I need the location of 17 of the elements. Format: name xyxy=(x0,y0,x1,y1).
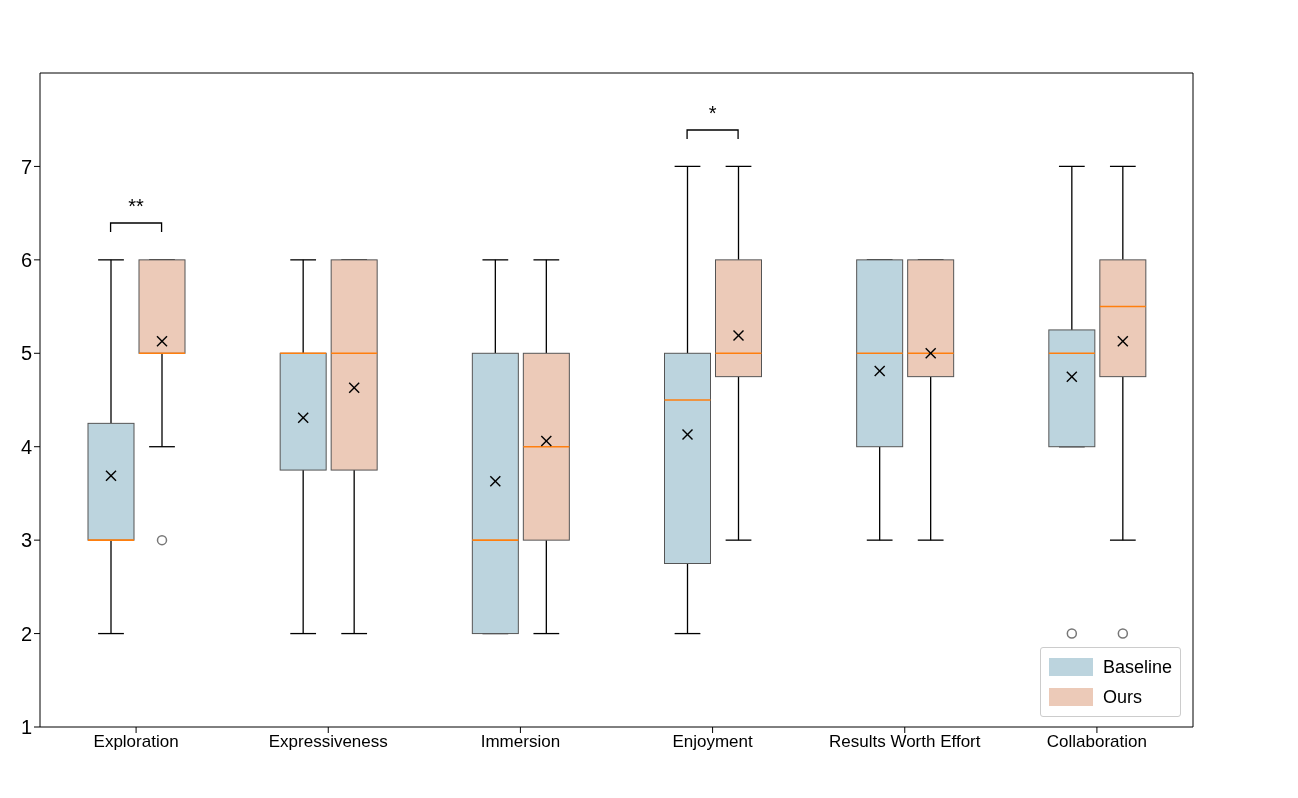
y-tick-label: 1 xyxy=(20,716,32,739)
x-tick-label: Expressiveness xyxy=(268,732,388,752)
x-tick-label: Results Worth Effort xyxy=(829,732,981,752)
x-tick-label: Exploration xyxy=(93,732,179,752)
y-tick-label: 7 xyxy=(20,155,32,178)
y-tick-label: 3 xyxy=(20,529,32,552)
y-tick-label: 5 xyxy=(20,342,32,365)
legend-label: Ours xyxy=(1102,686,1142,708)
y-tick-label: 6 xyxy=(20,248,32,271)
y-tick-label: 4 xyxy=(20,435,32,458)
x-tick-label: Enjoyment xyxy=(672,732,754,752)
annotation: ** xyxy=(128,195,145,217)
y-tick-label: 2 xyxy=(20,622,32,645)
x-tick-label: Collaboration xyxy=(1046,732,1148,752)
legend-label: Baseline xyxy=(1102,656,1172,678)
annotation: * xyxy=(708,102,717,124)
x-tick-label: Immersion xyxy=(480,732,561,752)
